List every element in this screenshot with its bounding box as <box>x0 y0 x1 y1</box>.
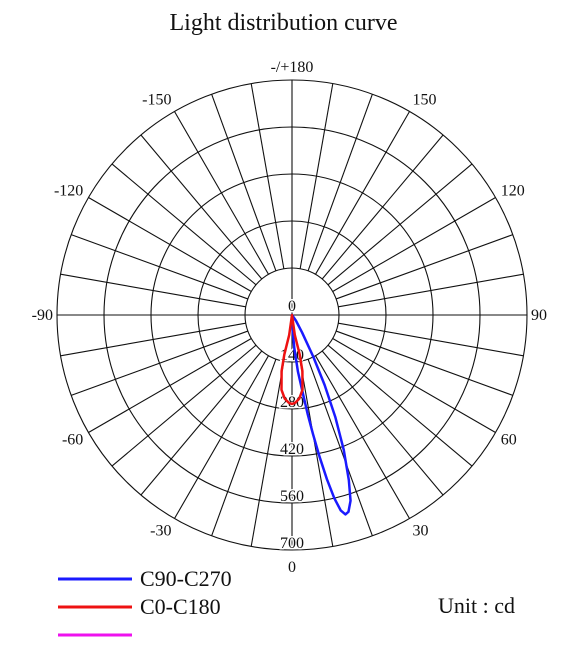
angle-label: 30 <box>413 523 429 540</box>
unit-label: Unit : cd <box>438 593 515 618</box>
angle-label: 0 <box>288 559 296 576</box>
radial-tick-label: 420 <box>280 441 304 458</box>
grid-ring <box>150 173 434 457</box>
angle-label: 150 <box>413 91 437 108</box>
grid-ring <box>197 220 387 410</box>
grid-ring <box>56 79 528 551</box>
radial-tick-label: 700 <box>280 535 304 552</box>
series-line <box>290 313 352 516</box>
angle-label: -60 <box>62 432 83 449</box>
angle-label: -/+180 <box>271 59 314 76</box>
series-line <box>280 313 304 406</box>
legend-label: C0-C180 <box>140 594 221 619</box>
radial-tick-label: 560 <box>280 488 304 505</box>
chart-title: Light distribution curve <box>169 10 398 36</box>
angle-label: 60 <box>501 432 517 449</box>
grid-ring <box>244 267 340 363</box>
angle-label: 90 <box>531 307 547 324</box>
angle-label: -30 <box>150 523 171 540</box>
angle-label: -90 <box>32 307 53 324</box>
angle-label: -120 <box>54 183 83 200</box>
angle-label: 120 <box>501 183 525 200</box>
radial-tick-label: 0 <box>288 298 296 315</box>
legend-label: C90-C270 <box>140 566 232 591</box>
grid-ring <box>103 126 481 504</box>
angle-label: -150 <box>142 91 171 108</box>
